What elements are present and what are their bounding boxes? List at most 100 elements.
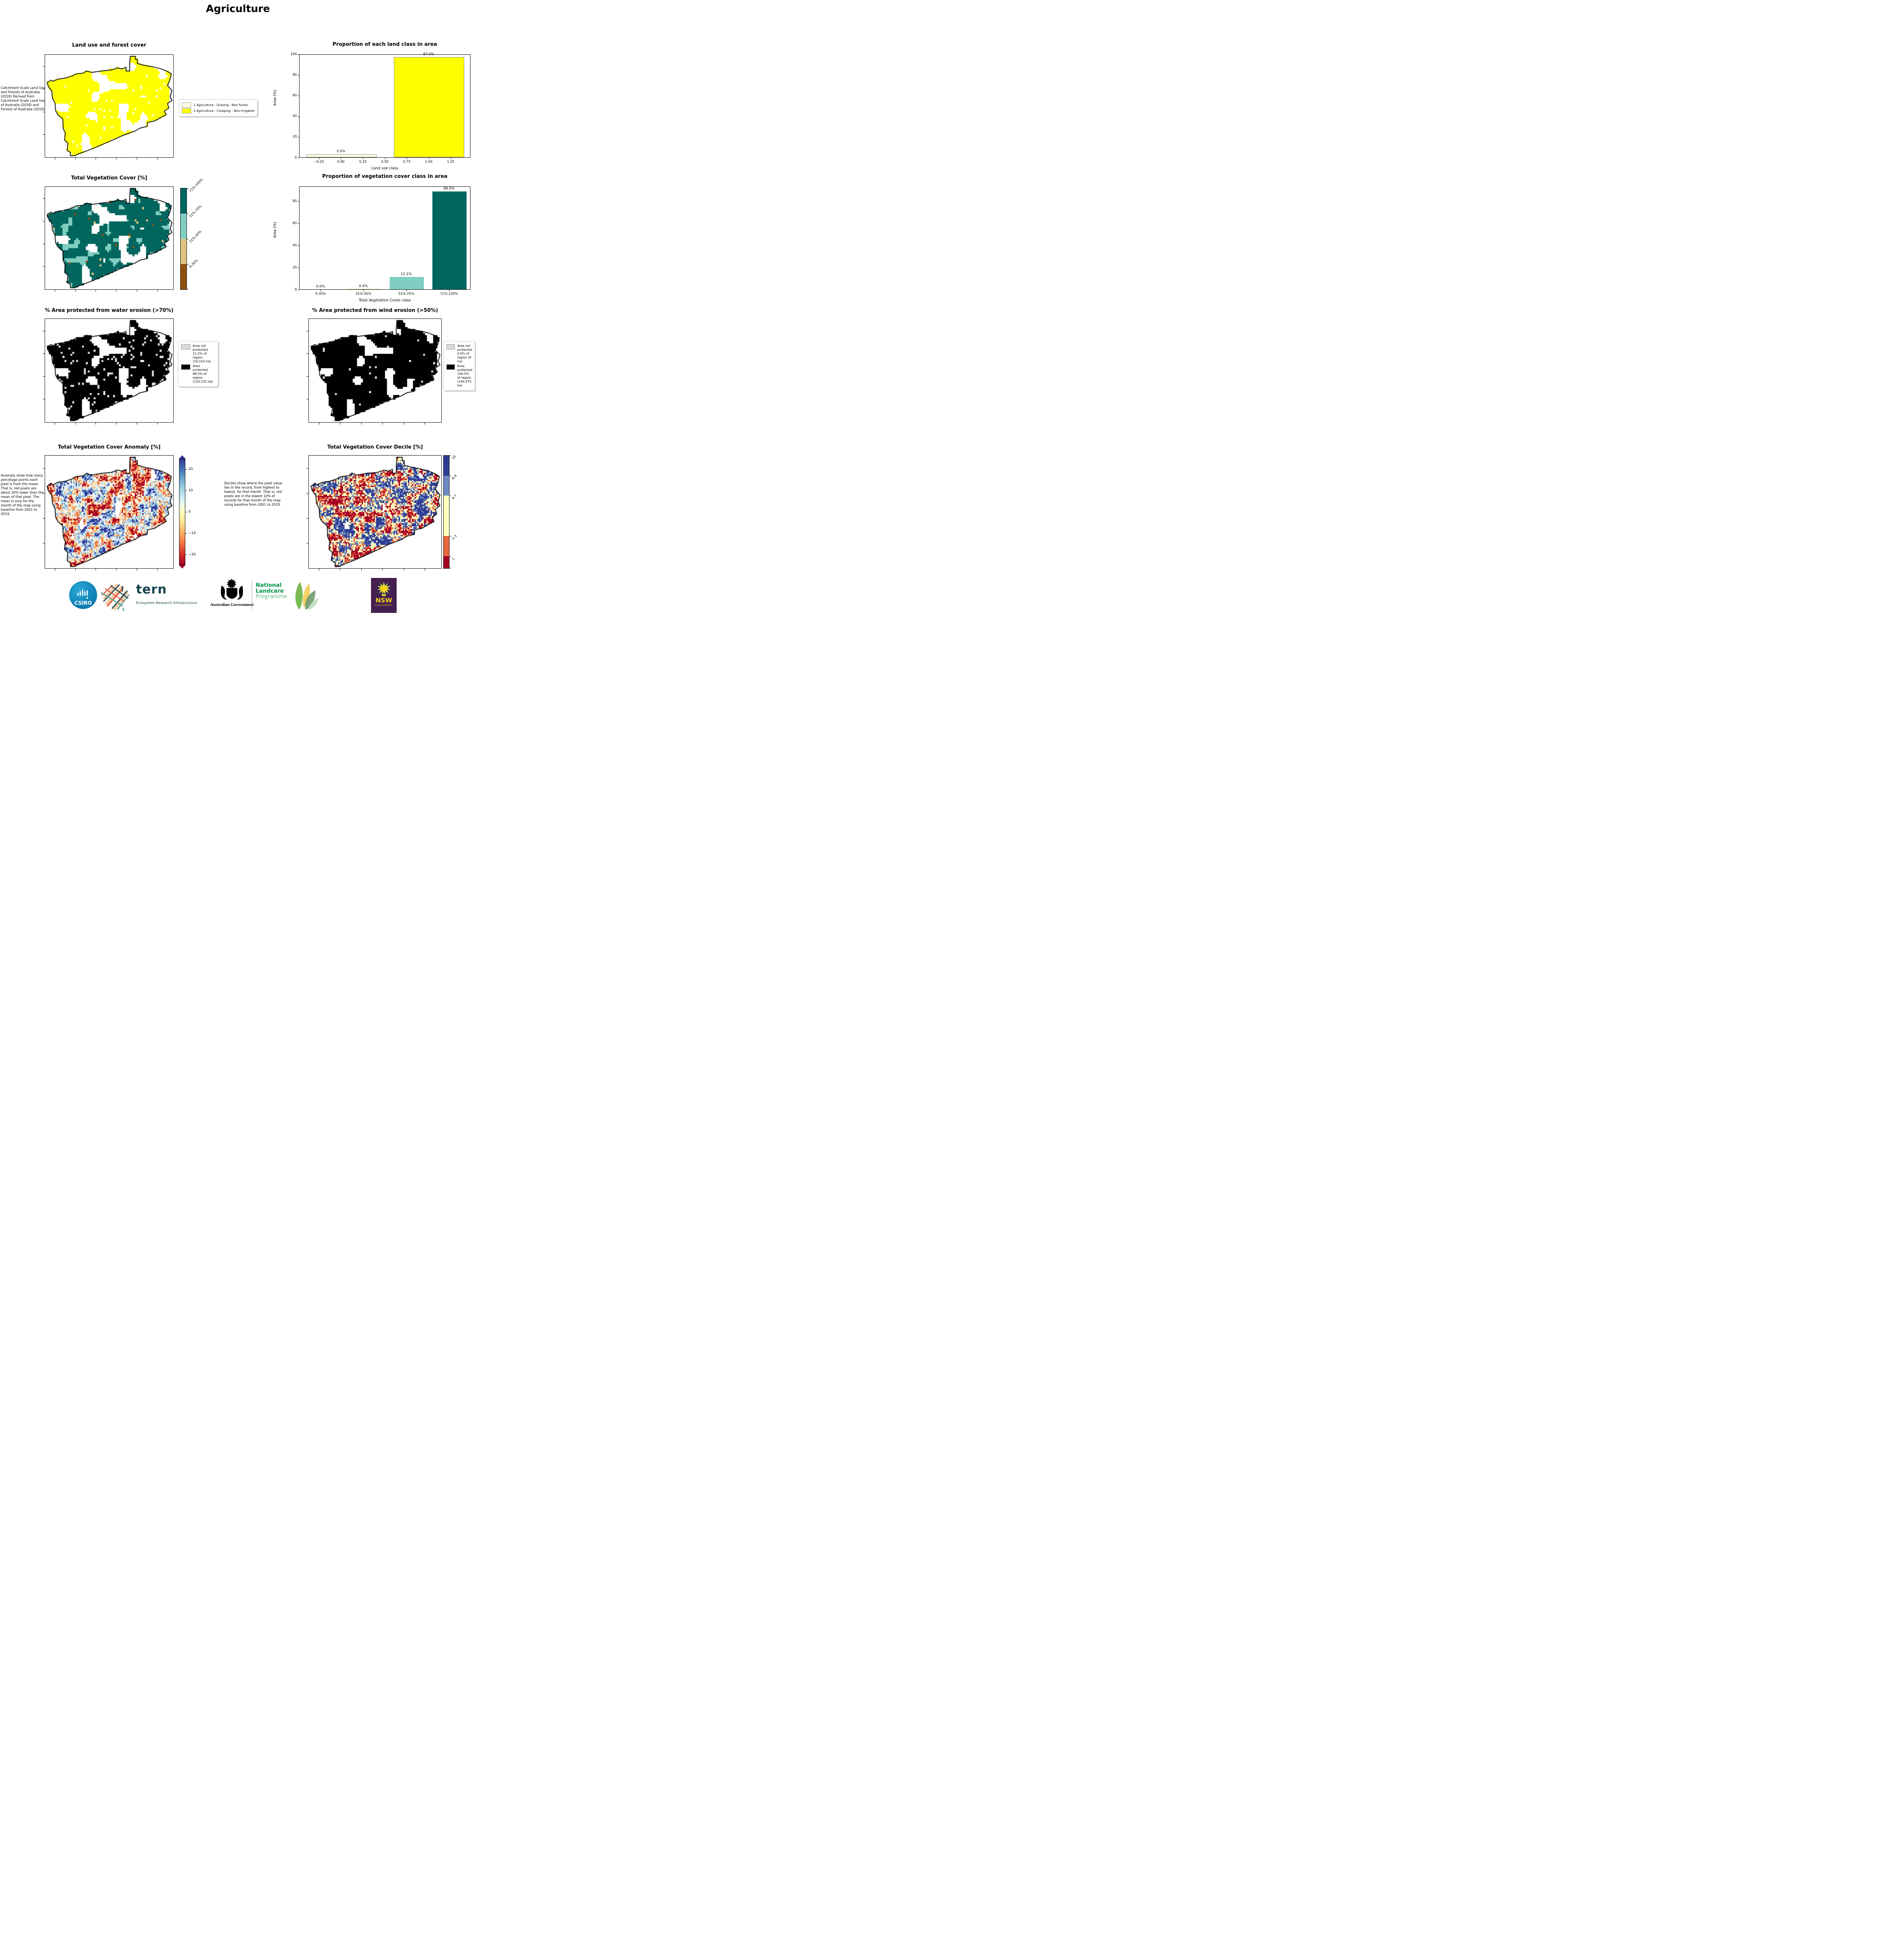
x-axis-tick	[361, 423, 362, 425]
y-tick-label: 0	[294, 155, 297, 160]
legend-label: 1 Agriculture - Grazing - Non forest	[193, 103, 248, 107]
colorbar-tick-label: −10	[188, 531, 196, 535]
landuse-side-note: Catchment Scale Land Use and Forests of …	[1, 86, 45, 112]
x-axis-tick	[382, 423, 383, 425]
anomaly-title: Total Vegetation Cover Anomaly [%]	[57, 444, 161, 450]
colorbar-segment	[181, 264, 186, 289]
chart-title: Proportion of vegetation cover class in …	[322, 174, 448, 179]
bar-value-label: 3.0%	[336, 150, 345, 154]
colorbar-tick	[187, 264, 188, 265]
y-tick-label: 60	[293, 93, 297, 97]
colorbar-segment	[181, 214, 186, 239]
colorbar-label: 1	[451, 557, 456, 561]
bar-value-label: 97.0%	[423, 52, 434, 56]
legend-swatch	[181, 364, 190, 370]
x-axis-tick	[116, 158, 117, 160]
y-axis-tick	[307, 518, 308, 519]
landcare-line2: Landcare	[256, 588, 284, 594]
tern-australia-icon	[101, 583, 129, 611]
bar	[394, 57, 465, 157]
colorbar-label: 51%-70%	[188, 204, 203, 219]
colorbar-label: 8-9	[451, 474, 458, 481]
y-tick	[298, 245, 299, 246]
x-axis-tick	[75, 569, 76, 571]
x-axis-tick	[157, 423, 158, 425]
legend-item: Area protected 88.5% of region (124,232 …	[181, 364, 215, 384]
x-axis-tick	[75, 290, 76, 292]
landcare-line3: Programme	[256, 593, 287, 600]
colorbar-segment	[181, 188, 186, 214]
legend-swatch	[182, 103, 191, 108]
colorbar-arrow-up	[179, 455, 185, 459]
bar	[306, 154, 376, 157]
x-axis-tick	[116, 290, 117, 292]
colorbar-tick-label: 20	[188, 467, 193, 472]
x-tick-label: 0.25	[359, 160, 367, 164]
decile-colorbar: 10 8-9 4-7 2-3 1	[443, 455, 458, 569]
y-tick-label: 40	[293, 243, 297, 247]
y-tick	[298, 201, 299, 202]
y-axis-tick	[43, 66, 45, 67]
y-axis-tick	[43, 266, 45, 267]
wind-erosion-map	[307, 318, 442, 425]
bar	[389, 277, 424, 289]
y-tick-label: 80	[293, 73, 297, 77]
legend-swatch	[446, 364, 455, 370]
legend-label: Area not protected 0.0% of region (0 ha)	[457, 344, 472, 363]
x-tick-label: 0.00	[337, 160, 345, 164]
colorbar-label: 4-7	[451, 494, 458, 501]
bar-value-label: 0.4%	[359, 284, 368, 288]
land-class-chart: Proportion of each land class in area 0 20…	[272, 41, 476, 175]
decile-map	[307, 455, 442, 571]
colorbar-label: 2-3	[451, 534, 458, 541]
legend-swatch	[181, 344, 190, 350]
colorbar-tick-label: 10	[188, 489, 193, 493]
colorbar-segment	[444, 475, 449, 496]
landcare-wordmark: National Landcare Programme	[256, 583, 287, 600]
colorbar-label: 31%-50%	[188, 230, 203, 244]
x-axis-tick	[361, 569, 362, 571]
australian-government-label: Australian Government	[210, 602, 254, 607]
x-axis-tick	[382, 569, 383, 571]
x-tick-label: 1.25	[447, 160, 455, 164]
vegcover-map-title: Total Vegetation Cover [%]	[71, 175, 148, 181]
legend-label: 2 Agriculture - Cropping - Non-irrigated	[193, 109, 254, 113]
chart-plot-area	[299, 54, 470, 158]
legend-swatch	[446, 344, 455, 350]
colorbar-segment	[181, 239, 186, 264]
tern-subtitle: Ecosystem Research Infrastructure	[136, 601, 197, 605]
vegcover-map	[43, 186, 174, 292]
colorbar-label: 10	[451, 454, 457, 461]
nsw-waratah-icon	[376, 581, 391, 597]
anomaly-colorbar: 20 10 0 −10 −20	[179, 455, 222, 569]
y-tick-label: 80	[293, 199, 297, 203]
legend-item: 2 Agriculture - Cropping - Non-irrigated	[182, 108, 254, 113]
decile-title: Total Vegetation Cover Decile [%]	[327, 444, 423, 450]
colorbar-tick	[185, 533, 187, 534]
x-axis-tick	[75, 423, 76, 425]
legend-item: Area not protected 0.0% of region (0 ha)	[446, 344, 472, 364]
colorbar-tick	[185, 469, 187, 470]
wind-erosion-legend: Area not protected 0.0% of region (0 ha)…	[443, 341, 475, 391]
y-axis-tick	[43, 376, 45, 377]
y-tick-label: 20	[293, 135, 297, 139]
x-axis-tick	[157, 569, 158, 571]
nsw-sublabel: GOVERNMENT	[375, 604, 393, 607]
colorbar-arrow-down	[179, 565, 185, 569]
tern-wordmark: tern	[136, 582, 167, 597]
y-tick-label: 20	[293, 265, 297, 270]
nsw-label: NSW	[375, 597, 392, 604]
x-axis-label: Land use class	[371, 166, 399, 171]
x-tick	[363, 290, 364, 291]
colorbar-tick-label: 0	[188, 510, 191, 514]
x-axis-tick	[116, 423, 117, 425]
legend-item: Area protected 100.0% of region (140,375…	[446, 364, 472, 388]
wind-erosion-title: % Area protected from wind erosion (>50%…	[312, 308, 438, 313]
y-axis-tick	[307, 493, 308, 494]
x-axis-tick	[116, 569, 117, 571]
y-tick	[298, 54, 299, 55]
y-tick-label: 0	[294, 287, 297, 292]
x-axis-tick	[157, 290, 158, 292]
report-page: Agriculture Land use and forest cover Ca…	[0, 0, 476, 614]
x-axis-tick	[75, 158, 76, 160]
